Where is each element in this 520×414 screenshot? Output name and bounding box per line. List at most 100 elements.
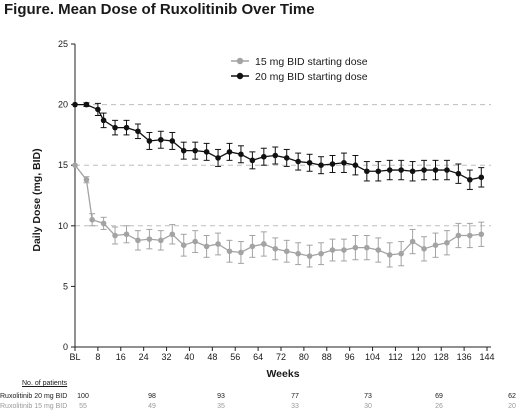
data-point (352, 244, 359, 251)
data-point (249, 243, 256, 250)
data-point (123, 231, 130, 238)
x-tick-label: 136 (457, 352, 472, 362)
data-point (375, 168, 382, 175)
x-tick-label: 112 (388, 352, 402, 362)
data-point (100, 117, 107, 124)
legend-marker-15mg (236, 57, 244, 65)
data-point (467, 176, 473, 183)
patients-count: 69 (435, 393, 443, 400)
patients-count: 20 (508, 403, 516, 410)
data-point (295, 250, 301, 257)
data-point (455, 232, 462, 239)
data-point (364, 168, 370, 175)
series-20mg (72, 101, 485, 190)
data-point (386, 252, 393, 258)
data-point (375, 247, 382, 253)
patients-count: 62 (508, 393, 516, 400)
data-point (283, 155, 290, 161)
patients-count: 35 (217, 403, 225, 410)
patients-count: 73 (364, 393, 372, 400)
data-point (180, 147, 187, 154)
data-point (192, 238, 198, 245)
data-point (306, 253, 313, 259)
patients-count: 100 (77, 393, 89, 400)
y-ticks: 0 5 10 15 20 25 (58, 39, 75, 352)
data-point (398, 167, 404, 173)
data-point (421, 246, 427, 252)
data-point (329, 247, 336, 253)
data-point (409, 168, 416, 175)
patients-count: 26 (435, 403, 443, 410)
data-point (89, 216, 95, 223)
data-point (318, 162, 324, 168)
data-point (341, 159, 347, 166)
data-point (444, 239, 450, 246)
data-point (318, 250, 324, 257)
data-point (432, 167, 439, 173)
data-point (112, 232, 118, 239)
data-point (306, 159, 313, 166)
figure-title: Figure. Mean Dose of Ruxolitinib Over Ti… (4, 1, 315, 18)
data-point (226, 248, 233, 255)
data-point (215, 241, 221, 247)
data-point (123, 124, 130, 131)
x-tick-label: 56 (230, 352, 240, 362)
data-point (169, 231, 176, 238)
data-point (364, 244, 370, 251)
data-point (295, 158, 301, 165)
data-point (112, 124, 118, 131)
reference-lines (75, 104, 491, 227)
patients-count: 30 (364, 403, 372, 410)
data-point (72, 101, 78, 108)
data-point (158, 237, 164, 244)
data-point (398, 250, 404, 257)
y-tick-label: 5 (63, 281, 68, 291)
data-point (192, 147, 198, 154)
data-point (146, 236, 153, 242)
data-point (261, 153, 267, 160)
data-point (135, 237, 141, 244)
legend-label-15mg: 15 mg BID starting dose (255, 56, 368, 68)
x-tick-label: 80 (299, 352, 309, 362)
patients-count: 98 (148, 393, 156, 400)
data-point (83, 101, 90, 108)
data-point (249, 157, 256, 164)
x-tick-label: 72 (276, 352, 286, 362)
y-tick-label: 15 (58, 160, 68, 170)
x-tick-label: 32 (162, 352, 172, 362)
legend-label-20mg: 20 mg BID starting dose (255, 71, 368, 83)
patients-row-15mg: Ruxolitinib 15 mg BID 55 49 35 33 30 26 … (0, 403, 520, 413)
data-point (467, 232, 473, 239)
x-axis-title: Weeks (266, 368, 299, 380)
data-point (100, 220, 107, 227)
data-point (421, 167, 427, 173)
x-tick-label: 96 (345, 352, 355, 362)
x-tick-label: 16 (116, 352, 126, 362)
x-ticks: BL 8 16 24 32 40 48 56 64 72 80 88 96 104 112 120 128 136… (69, 347, 495, 362)
data-point (203, 243, 210, 250)
x-tick-label: 24 (139, 352, 149, 362)
data-point (169, 138, 176, 144)
patients-count: 55 (79, 403, 87, 410)
data-point (146, 138, 153, 144)
x-tick-label: 64 (253, 352, 263, 362)
x-tick-label: 104 (365, 352, 380, 362)
data-point (386, 167, 393, 173)
y-tick-label: 10 (58, 221, 68, 231)
data-point (329, 161, 336, 167)
data-point (455, 170, 462, 177)
patients-row-label: Ruxolitinib 15 mg BID (0, 403, 68, 410)
data-point (478, 174, 485, 181)
series-line (74, 164, 482, 257)
series-line (75, 103, 482, 181)
legend: 15 mg BID starting dose 20 mg BID starti… (231, 56, 368, 83)
data-point (261, 241, 267, 247)
data-point (432, 242, 439, 248)
chart-axes (74, 44, 491, 348)
data-point (272, 246, 279, 252)
series-15mg (72, 162, 485, 268)
patients-count: 49 (148, 403, 156, 410)
patients-table-header: No. of patients (22, 380, 68, 387)
x-tick-label: 40 (184, 352, 194, 362)
x-tick-label: 120 (411, 352, 426, 362)
